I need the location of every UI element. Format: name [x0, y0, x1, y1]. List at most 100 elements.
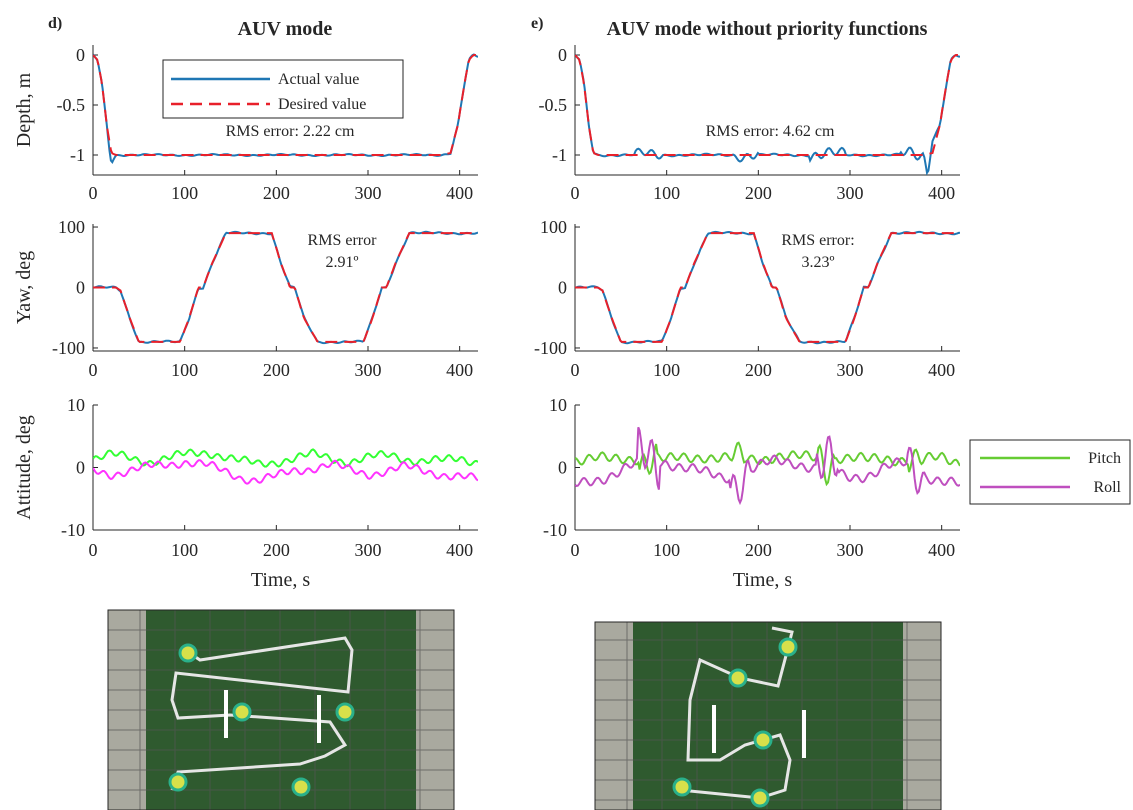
tank-wall-right: [903, 622, 941, 810]
series-line-desired-value: [575, 54, 960, 156]
chart-title-e: AUV mode without priority functions: [607, 18, 928, 40]
y-tick-label: 0: [558, 458, 567, 478]
rms-annotation: RMS error: 4.62 cm: [706, 123, 835, 140]
trajectory-track: [170, 636, 354, 791]
trajectory-track: [679, 626, 794, 800]
legend-roll-label: Roll: [1093, 479, 1121, 496]
rms-annotation: 2.91º: [326, 254, 359, 271]
y-tick-label: -1: [70, 145, 85, 165]
legend-box: [969, 439, 1131, 505]
series-line-desired-value: [575, 232, 960, 343]
x-tick-label: 400: [928, 540, 955, 560]
x-tick-label: 0: [89, 360, 98, 380]
x-tick-label: 200: [745, 540, 772, 560]
rms-annotation: 3.23º: [802, 254, 835, 271]
chart-title-d: AUV mode: [238, 18, 333, 40]
y-tick-label: -1: [552, 145, 567, 165]
x-tick-label: 0: [89, 540, 98, 560]
legend-actual-label: Actual value: [278, 71, 359, 88]
x-tick-label: 200: [263, 540, 290, 560]
legend-attitude: Pitch Roll: [969, 439, 1131, 505]
x-tick-label: 200: [745, 360, 772, 380]
y-axis-label: Attitude, deg: [13, 415, 35, 519]
y-tick-label: 10: [67, 395, 85, 415]
x-tick-label: 400: [446, 183, 473, 203]
y-tick-label: 0: [558, 45, 567, 65]
chart-d-depth: 0 100 200 300 400 0 -0.5 -1 Depth, m RMS error: 2…: [13, 45, 478, 203]
marker-pole: [224, 690, 228, 738]
y-tick-label: 100: [58, 217, 85, 237]
x-tick-label: 100: [171, 540, 198, 560]
tank-photo-right: [594, 621, 942, 810]
x-tick-label: 200: [263, 360, 290, 380]
y-tick-label: 0: [558, 278, 567, 298]
vehicle-marker: [168, 772, 188, 792]
y-axis-label: Depth, m: [13, 72, 35, 147]
y-tick-label: -10: [61, 520, 85, 540]
y-tick-label: 0: [76, 45, 85, 65]
tank-photo-background: [595, 622, 941, 810]
y-axis-label: Yaw, deg: [13, 251, 35, 324]
x-tick-label: 300: [837, 360, 864, 380]
tank-photo-frame: [107, 609, 455, 810]
rms-annotation: RMS error: [308, 232, 378, 249]
x-tick-label: 0: [89, 183, 98, 203]
vehicle-marker: [335, 702, 355, 722]
legend-box: [162, 59, 404, 119]
vehicle-marker: [728, 668, 748, 688]
y-tick-label: -0.5: [57, 95, 86, 115]
rms-annotation: RMS error: 2.22 cm: [226, 123, 355, 140]
x-tick-label: 300: [355, 360, 382, 380]
vehicle-marker: [778, 637, 798, 657]
x-tick-label: 400: [928, 360, 955, 380]
marker-pole: [802, 710, 806, 758]
rms-annotation: RMS error:: [781, 232, 854, 249]
vehicle-marker: [232, 702, 252, 722]
tank-photo-left: [107, 609, 455, 810]
vehicle-marker: [672, 777, 692, 797]
x-tick-label: 0: [571, 360, 580, 380]
x-tick-label: 0: [571, 183, 580, 203]
y-tick-label: 0: [76, 278, 85, 298]
series-line-actual-value: [93, 230, 478, 345]
x-tick-label: 100: [653, 360, 680, 380]
marker-pole: [317, 695, 321, 743]
x-tick-label: 0: [571, 540, 580, 560]
y-tick-label: -10: [543, 520, 567, 540]
y-tick-label: 10: [549, 395, 567, 415]
x-axis-label: Time, s: [733, 569, 793, 591]
panel-label-d: d): [48, 15, 62, 32]
series-line-desired-value: [93, 232, 478, 343]
y-tick-label: 0: [76, 458, 85, 478]
legend-depth: Actual value Desired value: [162, 59, 404, 119]
y-tick-label: -100: [52, 338, 85, 358]
x-tick-label: 100: [653, 540, 680, 560]
x-tick-label: 100: [653, 183, 680, 203]
series-line-pitch: [93, 448, 478, 468]
x-tick-label: 300: [837, 540, 864, 560]
x-tick-label: 100: [171, 360, 198, 380]
series-line-desired-value: [93, 54, 478, 156]
chart-e-depth: 0 100 200 300 400 0 -0.5 -1 RMS error: 4.62 cm: [539, 45, 960, 203]
x-tick-label: 200: [745, 183, 772, 203]
x-tick-label: 300: [837, 183, 864, 203]
vehicle-marker: [178, 643, 198, 663]
marker-pole: [712, 705, 716, 753]
x-tick-label: 400: [928, 183, 955, 203]
vehicle-marker: [291, 777, 311, 797]
x-tick-label: 400: [446, 360, 473, 380]
legend-pitch-label: Pitch: [1088, 450, 1121, 467]
series-line-roll: [93, 459, 478, 485]
y-tick-label: -0.5: [539, 95, 568, 115]
vehicle-marker: [750, 788, 770, 808]
x-tick-label: 100: [171, 183, 198, 203]
x-tick-label: 200: [263, 183, 290, 203]
tank-photo-frame: [594, 621, 942, 810]
x-tick-label: 300: [355, 183, 382, 203]
y-tick-label: 100: [540, 217, 567, 237]
